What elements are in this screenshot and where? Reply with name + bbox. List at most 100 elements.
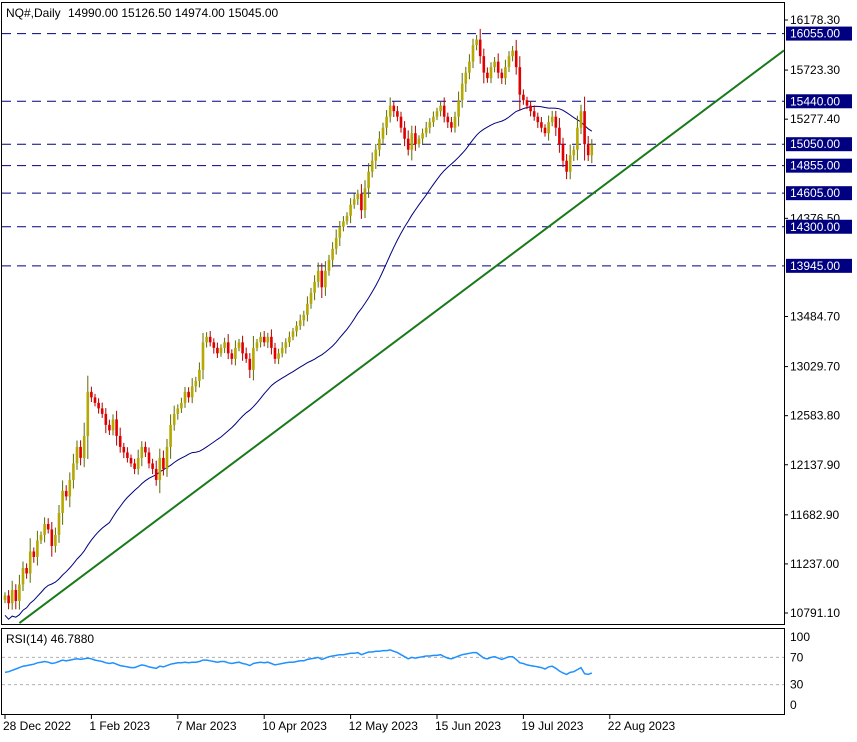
candle-bullish <box>547 122 550 134</box>
candle-bullish <box>338 226 342 238</box>
price-axis-tick-label: 11237.00 <box>790 557 839 571</box>
candle-bearish <box>126 452 129 458</box>
candle-bearish <box>486 72 489 79</box>
candle-bullish <box>507 56 511 68</box>
moving-average-line <box>4 105 593 620</box>
candle-bullish <box>590 144 594 156</box>
candle-bullish <box>190 386 194 398</box>
candle-bullish <box>460 83 464 101</box>
time-axis-label: 15 Jun 2023 <box>435 719 501 733</box>
horizontal-level-label: 14855.00 <box>790 159 840 173</box>
candle-bearish <box>147 452 151 464</box>
candle-bearish <box>320 270 324 288</box>
candle-bullish <box>86 391 90 436</box>
candle-bullish <box>10 590 14 604</box>
candle-bearish <box>536 116 540 123</box>
candle-bearish <box>273 347 277 359</box>
candle-bullish <box>453 116 457 128</box>
candle-bullish <box>252 347 255 370</box>
candle-bearish <box>241 342 244 354</box>
candle-bearish <box>144 446 147 453</box>
candle-bullish <box>352 199 356 205</box>
candle-bearish <box>554 116 558 128</box>
candle-bullish <box>180 402 183 409</box>
candle-bearish <box>558 127 561 145</box>
candle-bullish <box>298 320 302 326</box>
candle-bullish <box>378 138 381 150</box>
candle-bullish <box>579 111 583 128</box>
candle-bullish <box>194 380 198 387</box>
candle-bullish <box>493 61 496 68</box>
price-axis-tick-label: 13484.70 <box>790 310 840 324</box>
candle-bullish <box>165 446 169 469</box>
candle-bullish <box>385 116 388 128</box>
candle-bullish <box>219 347 223 354</box>
rsi-axis-label: 0 <box>790 698 797 712</box>
candle-bullish <box>370 160 374 172</box>
candle-bearish <box>122 446 126 453</box>
candle-bullish <box>374 149 378 161</box>
time-axis-label: 22 Aug 2023 <box>608 719 676 733</box>
horizontal-level-tag <box>786 258 852 273</box>
candle-bullish <box>223 342 226 348</box>
horizontal-level-label: 16055.00 <box>790 27 840 41</box>
candle-bearish <box>496 61 500 73</box>
candle-bullish <box>172 413 176 425</box>
candle-bullish <box>39 534 43 541</box>
candle-bearish <box>25 567 28 574</box>
candle-bullish <box>309 292 313 304</box>
candle-bearish <box>208 336 212 343</box>
price-axis-tick-label: 13029.70 <box>790 360 840 374</box>
candle-bearish <box>14 590 18 602</box>
candle-bullish <box>183 391 187 403</box>
candle-bullish <box>75 446 79 464</box>
candle-bullish <box>342 221 345 227</box>
candle-bullish <box>158 457 162 480</box>
candle-bullish <box>432 116 435 123</box>
candle-bearish <box>532 111 536 117</box>
candle-bullish <box>334 237 338 249</box>
candle-bearish <box>244 353 248 359</box>
candle-bearish <box>525 100 529 106</box>
trendline <box>18 49 785 624</box>
price-axis-tick-label: 10791.10 <box>790 606 840 620</box>
candle-bearish <box>108 424 111 431</box>
candle-bullish <box>435 111 439 117</box>
candle-bullish <box>277 353 280 359</box>
candle-bearish <box>90 391 93 398</box>
rsi-line <box>4 649 593 676</box>
candle-bullish <box>205 336 208 343</box>
candle-bearish <box>565 160 568 172</box>
candle-bearish <box>522 94 525 101</box>
candle-bullish <box>54 534 57 546</box>
candle-bearish <box>115 419 118 436</box>
rsi-axis-label: 30 <box>790 678 804 692</box>
candle-bullish <box>295 325 298 332</box>
candle-bullish <box>136 457 140 469</box>
candle-bullish <box>572 149 576 156</box>
candle-bearish <box>216 347 219 354</box>
price-axis-tick-label: 15723.30 <box>790 63 840 77</box>
candle-bearish <box>396 111 399 117</box>
candle-bullish <box>316 270 320 282</box>
candle-bearish <box>133 463 136 469</box>
rsi-indicator-label: RSI(14) 46.7880 <box>6 632 94 646</box>
candle-bearish <box>478 39 482 57</box>
candle-bullish <box>68 479 72 497</box>
candle-bearish <box>64 490 68 497</box>
candle-bullish <box>424 127 428 134</box>
candle-bullish <box>72 463 75 480</box>
candle-bearish <box>406 138 410 150</box>
candle-bullish <box>576 127 579 150</box>
candle-bullish <box>388 105 392 117</box>
candle-bearish <box>442 105 446 117</box>
rsi-axis-label: 100 <box>790 630 810 644</box>
horizontal-level-tag <box>786 26 852 41</box>
candle-bearish <box>514 50 518 68</box>
candle-bullish <box>28 551 32 574</box>
candle-bullish <box>417 138 421 145</box>
candle-bearish <box>129 457 133 464</box>
